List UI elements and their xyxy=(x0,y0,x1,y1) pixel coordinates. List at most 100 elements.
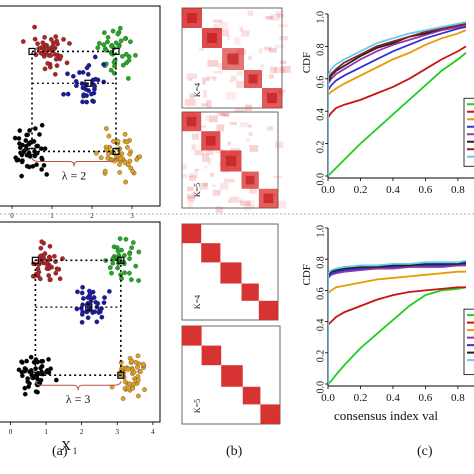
data-point-cluster-1 xyxy=(129,245,135,251)
noise-cell xyxy=(265,16,273,20)
data-point-cluster-0 xyxy=(64,60,70,66)
matrix-k-label: K=4 xyxy=(193,295,202,309)
center-marker xyxy=(112,47,120,56)
data-point-cluster-4 xyxy=(125,145,130,150)
data-point-cluster-3 xyxy=(35,143,41,149)
noise-cell xyxy=(224,178,235,183)
data-point-cluster-2 xyxy=(78,306,84,311)
diagonal-block xyxy=(260,404,280,424)
data-point-cluster-4 xyxy=(126,386,131,392)
noise-cell xyxy=(227,141,231,146)
noise-cell xyxy=(213,23,218,32)
noise-cell xyxy=(202,80,206,85)
noise-cell xyxy=(239,199,244,203)
data-point-cluster-1 xyxy=(105,35,111,40)
data-point-cluster-4 xyxy=(130,168,135,174)
data-point-cluster-2 xyxy=(80,284,85,290)
data-point-cluster-2 xyxy=(79,290,85,296)
data-point-cluster-1 xyxy=(136,278,141,283)
data-point-cluster-4 xyxy=(115,138,121,144)
data-point-cluster-1 xyxy=(123,236,129,242)
data-point-cluster-0 xyxy=(40,40,46,46)
data-point-cluster-2 xyxy=(102,295,107,300)
noise-cell xyxy=(229,122,238,125)
x-tick-label: 0.4 xyxy=(386,392,400,404)
noise-cell xyxy=(268,48,277,53)
data-point-cluster-3 xyxy=(21,148,27,154)
data-point-cluster-2 xyxy=(80,99,85,105)
data-point-cluster-4 xyxy=(131,369,137,375)
center-marker xyxy=(31,371,39,379)
data-point-cluster-4 xyxy=(135,377,141,383)
noise-cell xyxy=(203,183,208,187)
noise-cell xyxy=(227,34,231,41)
data-point-cluster-2 xyxy=(86,63,92,68)
y-tick-label: 1.0 xyxy=(316,11,327,24)
data-point-cluster-2 xyxy=(91,295,97,300)
data-point-cluster-3 xyxy=(31,359,37,365)
data-point-cluster-4 xyxy=(122,379,128,384)
data-point-cluster-2 xyxy=(86,88,91,93)
y-tick-label: 0.0 xyxy=(316,381,327,394)
noise-cell xyxy=(194,149,204,156)
data-point-cluster-0 xyxy=(54,63,60,68)
data-point-cluster-1 xyxy=(108,67,114,73)
data-point-cluster-1 xyxy=(105,39,110,45)
noise-cell xyxy=(239,26,243,32)
noise-cell xyxy=(237,71,244,76)
matrix-k-label: K=4 xyxy=(193,83,202,97)
data-point-cluster-2 xyxy=(99,314,105,320)
noise-cell xyxy=(219,182,229,190)
consensus-matrix-0: K=4 xyxy=(181,7,291,116)
data-point-cluster-0 xyxy=(50,47,56,53)
cdf-series-line-4 xyxy=(328,24,467,176)
noise-cell xyxy=(207,157,212,166)
data-point-cluster-0 xyxy=(42,66,48,72)
data-point-cluster-3 xyxy=(23,143,29,149)
noise-cell xyxy=(273,175,283,178)
noise-cell xyxy=(209,172,215,177)
data-point-cluster-2 xyxy=(65,71,70,77)
panel-b-heatmaps: K=4 K=5 K=4 K=5 xyxy=(181,7,291,425)
data-point-cluster-0 xyxy=(44,266,50,271)
lambda-rectangle xyxy=(31,50,117,153)
data-point-cluster-4 xyxy=(127,151,133,157)
data-point-cluster-4 xyxy=(123,179,128,185)
noise-cell xyxy=(248,55,253,61)
data-point-cluster-2 xyxy=(74,83,79,89)
block-core xyxy=(248,74,258,84)
x-tick-label: 0.6 xyxy=(419,392,433,404)
data-point-cluster-3 xyxy=(23,366,29,372)
data-point-cluster-3 xyxy=(37,132,42,137)
data-point-cluster-3 xyxy=(24,163,30,169)
y-tick-label: 0.6 xyxy=(316,287,327,300)
noise-cell xyxy=(187,195,195,202)
data-point-cluster-4 xyxy=(117,170,123,175)
caption-c: (c) xyxy=(417,444,433,459)
legend-box xyxy=(463,97,474,167)
data-point-cluster-2 xyxy=(88,298,94,304)
data-point-cluster-3 xyxy=(19,360,25,365)
noise-cell xyxy=(203,89,207,98)
data-point-cluster-0 xyxy=(61,37,66,42)
noise-cell xyxy=(269,66,277,74)
data-point-cluster-2 xyxy=(91,90,97,96)
cdf-plot-c-bottom: 0.00.20.40.60.81.00.0 0.2 0.4 0.6 0.8CDFcons… xyxy=(301,225,474,423)
data-point-cluster-0 xyxy=(40,51,45,57)
data-point-cluster-0 xyxy=(32,24,37,30)
x-tick-label: 2 xyxy=(80,428,84,436)
data-point-cluster-4 xyxy=(122,132,128,137)
x-tick-label: 0.2 xyxy=(354,392,368,404)
noise-cell xyxy=(212,184,216,187)
cdf-series-line-5 xyxy=(328,261,467,384)
data-point-cluster-2 xyxy=(99,306,104,311)
noise-cell xyxy=(188,175,197,181)
data-point-cluster-4 xyxy=(102,168,108,174)
noise-cell xyxy=(239,200,251,206)
data-point-cluster-0 xyxy=(67,41,72,46)
noise-cell xyxy=(202,77,210,82)
data-point-cluster-0 xyxy=(53,34,59,39)
data-point-cluster-0 xyxy=(52,253,57,259)
noise-cell xyxy=(241,30,250,37)
y-axis-label: CDF xyxy=(301,52,313,73)
